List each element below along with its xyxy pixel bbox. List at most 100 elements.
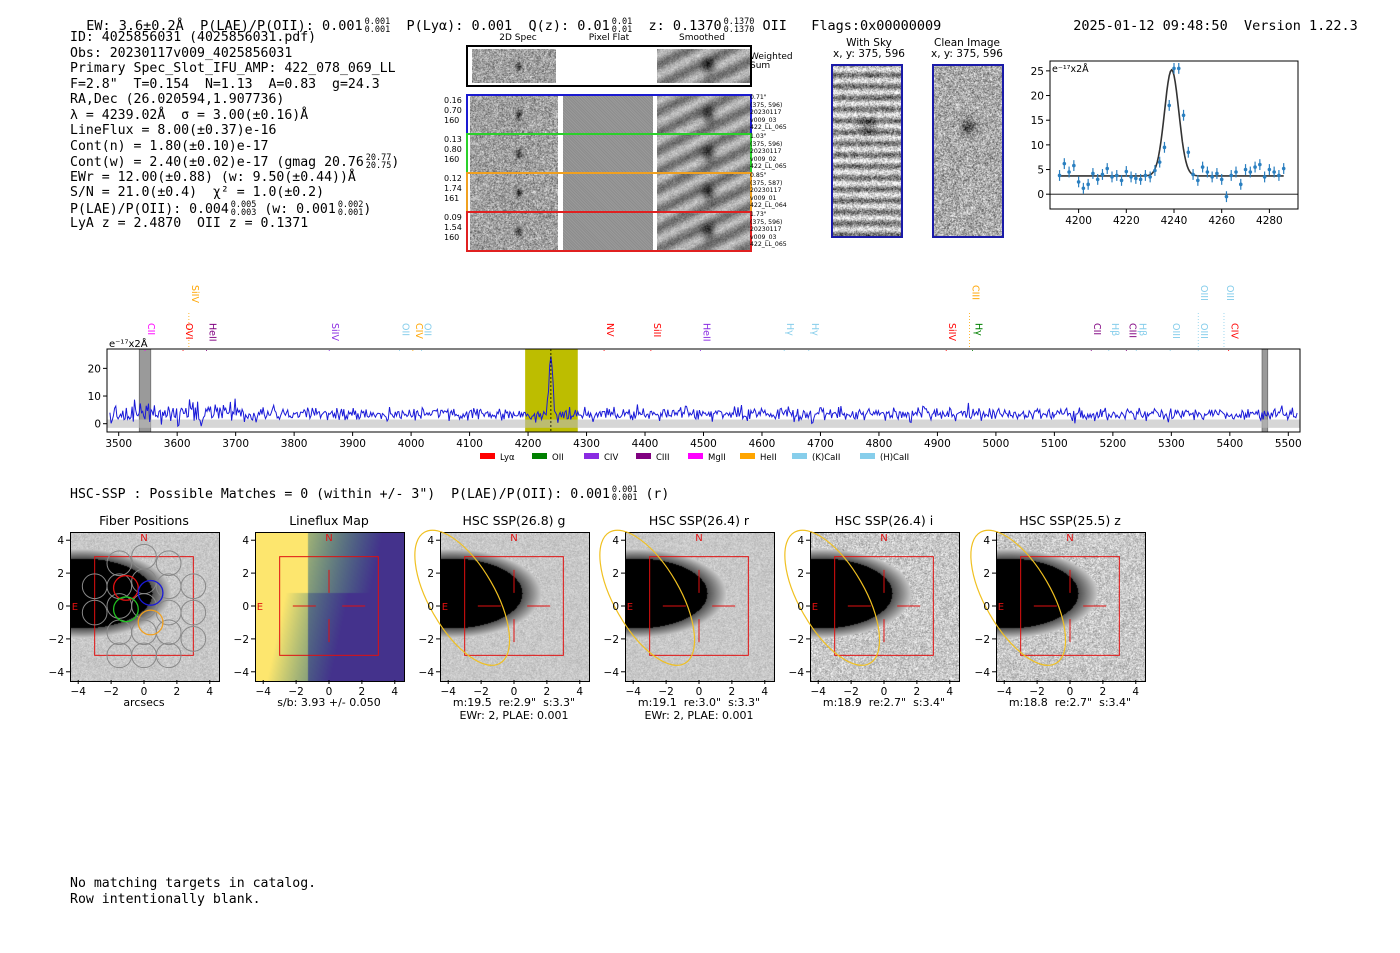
data-point (1258, 162, 1262, 167)
line-marker-label: Hγ (973, 323, 984, 336)
row-stat: 1.54 (444, 223, 462, 232)
highlight-fiber (137, 579, 164, 606)
with-sky-canvas (833, 66, 901, 236)
info-plae-w-lo: 0.001 (337, 207, 364, 218)
x-tick-label: 4200 (1065, 215, 1092, 227)
line-marker-label: SiIV (329, 323, 340, 341)
x-tick-label: 4 (576, 686, 583, 698)
x-tick-label: −4 (810, 686, 826, 698)
x-tick-label: 4600 (749, 438, 776, 450)
y-tick-label: 4 (242, 535, 249, 547)
y-tick-label: 15 (1031, 115, 1044, 127)
line-marker-label: HeII (206, 323, 217, 342)
info-obs: Obs: 20230117v009_4025856031 (70, 45, 293, 61)
info-plae-hi: 0.005 (230, 199, 257, 210)
y-tick-label: −4 (604, 667, 620, 679)
legend-swatch (480, 453, 495, 459)
east-label: E (72, 602, 78, 613)
pixel-flat-image (563, 135, 653, 172)
weighted-smoothed-image (657, 49, 750, 83)
x-tick-label: 3700 (222, 438, 249, 450)
plae-upper: 0.001 (364, 17, 391, 27)
search-box (464, 556, 564, 656)
x-tick-label: 4240 (1161, 215, 1188, 227)
galaxy-ellipse (599, 529, 696, 666)
hsc-panel-caption: m:19.5 re:2.9" s:3.3" (452, 696, 576, 709)
spec2d-row (466, 133, 752, 174)
info-contw-end: ) (391, 155, 400, 170)
x-tick-label: 2 (174, 686, 181, 698)
data-point (1215, 171, 1219, 176)
clean-image-title-text: Clean Image (933, 37, 1001, 49)
legend-label: HeII (760, 453, 777, 463)
data-point (1167, 103, 1172, 108)
with-sky-title: With Sky x, y: 375, 596 (820, 38, 918, 60)
hsc-panel-caption: s/b: 3.93 +/- 0.050 (277, 696, 381, 709)
row-meta: 20230117 (750, 148, 782, 156)
x-tick-label: −2 (288, 686, 303, 698)
data-point (1181, 113, 1186, 118)
y-tick-label: 5 (1037, 165, 1044, 177)
spec2d-row-stats: 0.16 0.70 160 (444, 96, 462, 126)
info-lyaz: LyA z = 2.4870 OII z = 0.1371 (70, 216, 309, 231)
footer-line-2: Row intentionally blank. (70, 891, 261, 907)
legend-swatch (636, 453, 651, 459)
hsc-panel-caption: arcsecs (123, 696, 165, 709)
line-marker-label: CIII (970, 285, 981, 300)
info-fiber: F=2.8" T=0.154 N=1.13 A=0.83 g=24.3 (70, 76, 380, 92)
info-contw-hi: 20.77 (365, 153, 392, 163)
legend-swatch (584, 453, 599, 459)
row-meta: (375, 596) (750, 140, 783, 148)
x-tick-label: 2 (1100, 686, 1107, 698)
data-point (1186, 150, 1191, 155)
line-marker-label: OII (422, 323, 433, 336)
line-marker-label: OIII (1170, 323, 1181, 339)
y-tick-label: −4 (234, 667, 250, 679)
line-marker-label: OIII (1198, 323, 1209, 339)
line-marker-label: Hγ (784, 323, 795, 336)
row-meta: v009_03 (750, 233, 777, 241)
smoothed-image (657, 213, 750, 250)
x-tick-label: 4220 (1113, 215, 1140, 227)
line-marker-label: SiIV (946, 323, 957, 341)
line-fit-chart: 4200 4220 4240 4260 4280 0 5 10 15 20 25 e⁻¹⁷x2Å (1031, 60, 1299, 227)
line-marker-label: Hβ (1109, 323, 1120, 336)
legend-swatch (740, 453, 755, 459)
x-tick-label: 0 (881, 686, 888, 698)
info-plae-end: ) (363, 201, 372, 217)
row-meta: 20230117 (750, 226, 782, 234)
x-tick-label: 0 (1067, 686, 1074, 698)
spec2d-row-meta: 0.71" (375, 596) 20230117 v009_03 422_LL_065 (750, 94, 787, 132)
fiber-circle (155, 642, 182, 669)
row-meta: 422_LL_065 (750, 124, 787, 132)
y-tick-label: −2 (789, 634, 804, 646)
y-tick-label: 4 (57, 535, 64, 547)
plae-value: P(LAE)/P(OII): 0.001 (200, 18, 363, 34)
fiber-circle (180, 599, 207, 626)
spec2d-row (466, 211, 752, 252)
x-tick-label: −2 (473, 686, 488, 698)
north-label: N (880, 533, 887, 544)
x-tick-label: 0 (141, 686, 148, 698)
hsc-panel-title: HSC SSP(25.5) z (1019, 513, 1121, 528)
x-tick-label: 3500 (105, 438, 132, 450)
y-axis-label: e⁻¹⁷x2Å (109, 337, 148, 350)
data-point (1224, 194, 1229, 199)
row-stat: 0.70 (444, 106, 462, 115)
data-point (1119, 178, 1124, 183)
x-tick-label: 2 (359, 686, 366, 698)
hsc-overlay: N E −4 −4 −2 −2 0 0 2 2 4 4 (234, 533, 399, 698)
x-tick-label: −4 (255, 686, 271, 698)
y-tick-label: 0 (94, 419, 101, 431)
hsc-overlay: N E −4 −4 −2 −2 0 0 2 2 4 4 (414, 529, 583, 698)
data-point (1176, 66, 1181, 71)
y-tick-label: 0 (1037, 189, 1044, 201)
plae-lower: 0.001 (364, 25, 391, 35)
z-upper: 0.1370 (723, 17, 755, 27)
fiber-circle (155, 550, 182, 577)
hsc-heading-lo: 0.001 (611, 493, 638, 503)
legend-label: OII (552, 453, 564, 463)
pixel-flat-image (563, 213, 653, 250)
spec2d-header-2d: 2D Spec (499, 33, 537, 43)
ew-value: EW: 3.6±0.2Å (86, 18, 184, 34)
